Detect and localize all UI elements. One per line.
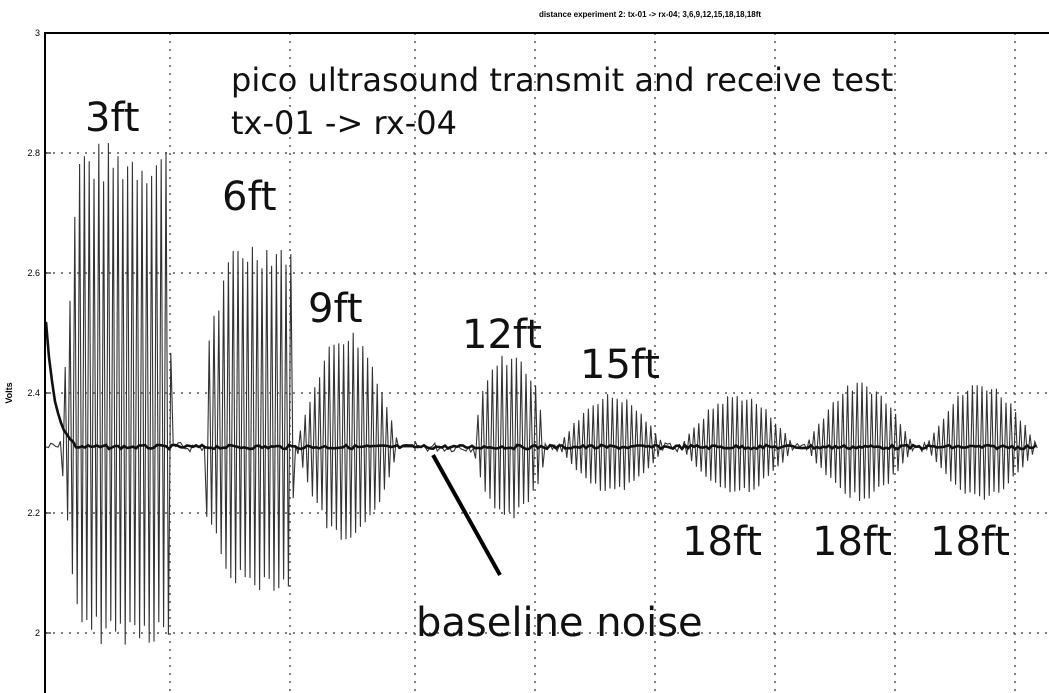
- burst-label: 18ft: [812, 519, 892, 565]
- burst-label: 18ft: [682, 519, 762, 565]
- signal-trace: [44, 142, 1038, 645]
- annotation-title-line-2: tx-01 -> rx-04: [231, 104, 457, 142]
- y-tick-label: 2.4: [27, 388, 40, 398]
- y-tick-label: 2.2: [27, 508, 40, 518]
- y-ticks: 3 2.8 2.6 2.4 2.2 2: [27, 28, 51, 638]
- burst-label: 18ft: [930, 519, 1010, 565]
- burst-label: 12ft: [462, 312, 542, 358]
- y-tick-label: 2: [35, 628, 40, 638]
- y-axis-label: Volts: [4, 382, 14, 403]
- burst-label: 9ft: [308, 286, 363, 332]
- y-tick-label: 2.6: [27, 268, 40, 278]
- annotation-title-line-1: pico ultrasound transmit and receive tes…: [231, 61, 893, 99]
- chart-title: distance experiment 2: tx-01 -> rx-04; 3…: [539, 10, 761, 19]
- y-tick-label: 3: [35, 28, 40, 38]
- baseline-trace: [44, 321, 1037, 451]
- burst-label: 15ft: [580, 342, 660, 388]
- burst-label: 6ft: [222, 174, 277, 220]
- burst-label: 3ft: [85, 95, 140, 141]
- signal-oscillation: [45, 142, 1038, 645]
- baseline-pointer-line: [431, 454, 502, 576]
- y-tick-label: 2.8: [27, 148, 40, 158]
- burst-labels: 3ft 6ft 9ft 12ft 15ft 18ft 18ft 18ft: [85, 95, 1010, 565]
- baseline-label: baseline noise: [416, 600, 703, 646]
- plot-frame: [44, 32, 1049, 693]
